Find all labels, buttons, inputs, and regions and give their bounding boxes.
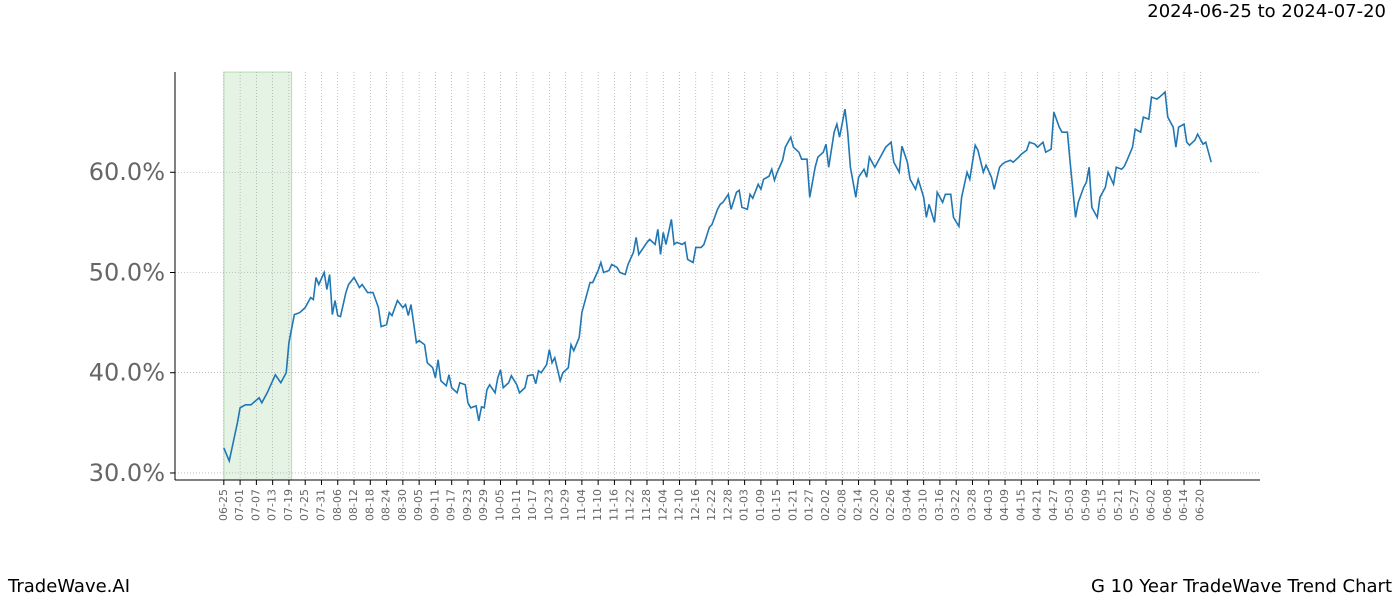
x-tick-label: 06-20: [1193, 489, 1206, 521]
x-tick-label: 11-04: [575, 489, 588, 521]
x-tick-label: 07-13: [266, 489, 279, 521]
x-tick-label: 06-14: [1177, 489, 1190, 521]
x-tick-label: 04-27: [1047, 489, 1060, 521]
x-tick-label: 05-09: [1079, 489, 1092, 521]
x-tick-label: 06-25: [217, 489, 230, 521]
x-tick-label: 03-28: [965, 489, 978, 521]
x-tick-label: 10-05: [494, 489, 507, 521]
x-tick-label: 07-31: [314, 489, 327, 521]
x-tick-label: 09-17: [445, 489, 458, 521]
x-tick-label: 10-17: [526, 489, 539, 521]
trend-line: [223, 90, 1212, 464]
x-tick-label: 01-09: [754, 489, 767, 521]
y-tick-label: 60.0%: [89, 158, 165, 186]
x-tick-label: 09-11: [428, 489, 441, 521]
x-tick-label: 09-29: [477, 489, 490, 521]
x-tick-label: 03-10: [917, 489, 930, 521]
x-tick-label: 12-16: [689, 489, 702, 521]
x-tick-label: 01-15: [770, 489, 783, 521]
x-tick-label: 07-25: [298, 489, 311, 521]
chart-name: G 10 Year TradeWave Trend Chart: [1091, 576, 1392, 597]
x-tick-label: 08-24: [380, 489, 393, 521]
x-tick-label: 10-11: [510, 489, 523, 521]
x-tick-label: 05-15: [1096, 489, 1109, 521]
x-tick-label: 01-03: [738, 489, 751, 521]
x-tick-label: 02-08: [835, 489, 848, 521]
x-tick-label: 06-02: [1145, 489, 1158, 521]
x-tick-label: 06-08: [1161, 489, 1174, 521]
x-tick-label: 04-03: [982, 489, 995, 521]
x-tick-label: 05-03: [1063, 489, 1076, 521]
x-tick-label: 02-02: [819, 489, 832, 521]
x-tick-label: 12-28: [721, 489, 734, 521]
x-tick-label: 11-16: [607, 489, 620, 521]
x-tick-label: 09-05: [412, 489, 425, 521]
brand: TradeWave.AI: [7, 576, 130, 597]
x-tick-label: 04-21: [1031, 489, 1044, 521]
x-tick-label: 04-15: [1014, 489, 1027, 521]
x-tick-label: 04-09: [998, 489, 1011, 521]
x-tick-label: 07-19: [282, 489, 295, 521]
x-tick-label: 12-04: [656, 489, 669, 521]
x-tick-label: 02-14: [852, 489, 865, 521]
x-tick-label: 07-01: [233, 489, 246, 521]
y-tick-label: 50.0%: [89, 258, 165, 286]
x-tick-label: 11-22: [624, 489, 637, 521]
y-tick-label: 40.0%: [89, 359, 165, 387]
x-tick-label: 12-10: [673, 489, 686, 521]
x-tick-label: 05-27: [1128, 489, 1141, 521]
x-tick-label: 08-30: [396, 489, 409, 521]
x-tick-label: 08-18: [363, 489, 376, 521]
x-tick-label: 10-23: [542, 489, 555, 521]
x-tick-label: 02-26: [884, 489, 897, 521]
x-tick-label: 09-23: [461, 489, 474, 521]
x-tick-label: 07-07: [249, 489, 262, 521]
x-tick-label: 11-28: [640, 489, 653, 521]
x-tick-label: 01-27: [803, 489, 816, 521]
x-tick-label: 11-10: [591, 489, 604, 521]
y-tick-label: 30.0%: [89, 459, 165, 487]
x-tick-label: 10-29: [559, 489, 572, 521]
x-tick-label: 08-06: [331, 489, 344, 521]
x-tick-label: 05-21: [1112, 489, 1125, 521]
x-tick-label: 08-12: [347, 489, 360, 521]
date-range: 2024-06-25 to 2024-07-20: [1147, 1, 1386, 22]
highlight-band: [223, 71, 293, 481]
x-tick-label: 02-20: [868, 489, 881, 521]
x-tick-label: 03-04: [900, 489, 913, 521]
x-tick-label: 12-22: [705, 489, 718, 521]
x-tick-label: 01-21: [786, 489, 799, 521]
x-tick-label: 03-16: [933, 489, 946, 521]
x-tick-label: 03-22: [949, 489, 962, 521]
